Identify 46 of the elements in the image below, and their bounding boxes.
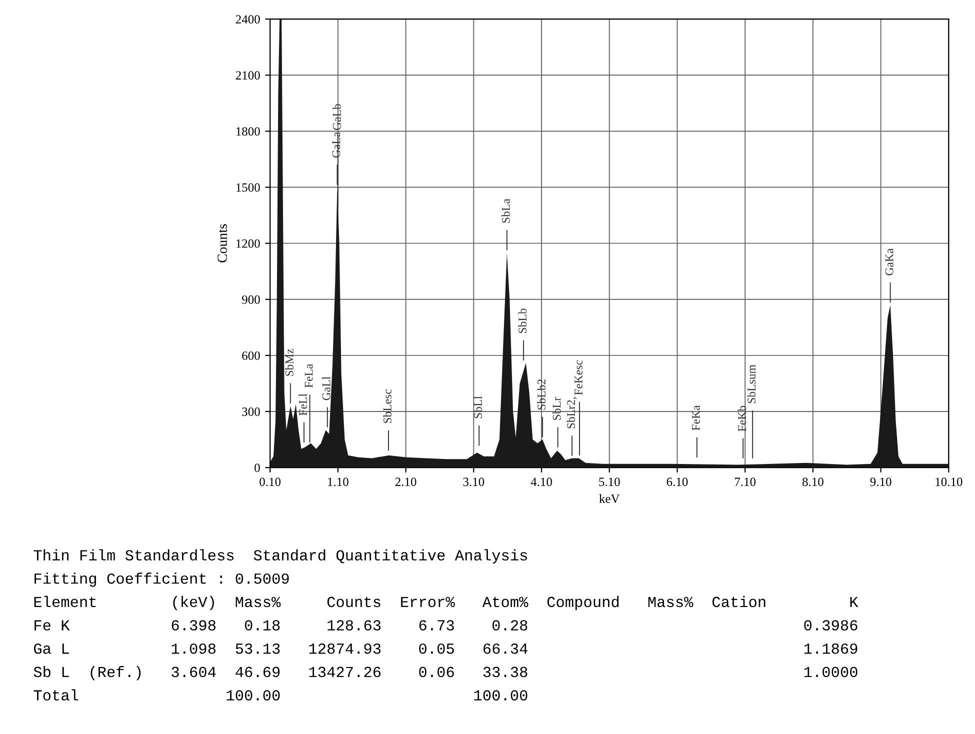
x-tick-label: 3.10 (463, 478, 484, 486)
annotation: FeKa (692, 405, 700, 430)
annotation: SbLr (552, 397, 561, 420)
text: Sb L (Ref.) 3.604 46.69 13427.26 0.06 33.38 1.0000 (34, 666, 858, 680)
text: Fe K 6.398 0.18 128.63 6.73 0.28 0.3986 (34, 620, 858, 630)
annotation: FeLa (304, 364, 313, 388)
text: Ga L 1.098 53.13 12874.93 0.05 66.34 1.1869 (34, 643, 858, 654)
y-tick-label: 1500 (236, 183, 260, 192)
y-tick-label: 1800 (236, 127, 260, 136)
annotation: GaLl (322, 376, 330, 400)
x-tick-label: 8.10 (802, 478, 824, 486)
annotation: FeKesc (574, 360, 582, 395)
x-tick-label: 4.10 (530, 478, 552, 486)
y-tick-label: 2100 (236, 71, 260, 80)
annotation: FeKb (738, 406, 746, 432)
x-tick-label: 10.10 (936, 478, 962, 486)
annotation: GaKa (885, 248, 894, 276)
annotation: SbLa (502, 198, 510, 223)
y-tick-label: 1200 (236, 239, 260, 248)
x-tick-label: 9.10 (870, 478, 892, 486)
text: Element (keV) Mass% Counts Error% Atom% Compound Mass% Cation K (34, 596, 858, 610)
y-axis-title: Counts (218, 224, 227, 262)
annotation: SbLesc (383, 389, 392, 424)
annotation: GaLb (332, 104, 341, 130)
x-tick-label: 6.10 (666, 478, 688, 486)
text: Total 100.00 100.00 (34, 689, 528, 701)
x-tick-label: 2.10 (395, 478, 416, 486)
annotation: FeLl (298, 394, 307, 416)
annotation: SbLl (474, 396, 482, 418)
annotation: SbLb (518, 308, 526, 333)
annotation: SbLsum (747, 364, 756, 404)
x-tick-label: 0.10 (260, 478, 281, 486)
y-tick-label: 2400 (236, 15, 260, 24)
y-tick-label: 600 (242, 351, 260, 360)
x-tick-label: 5.10 (599, 478, 620, 486)
text: Fitting Coefficient : 0.5009 (34, 572, 289, 587)
y-tick-label: 900 (242, 295, 260, 304)
x-tick-label: 1.10 (328, 478, 348, 486)
annotation: SbMz (285, 348, 294, 376)
annotation: SbLb2 (537, 380, 546, 410)
y-tick-label: 0 (254, 464, 260, 472)
annotation: SbLr2, (566, 397, 577, 428)
y-tick-label: 300 (242, 408, 260, 416)
text: Thin Film Standardless Standard Quantitative Analysis (34, 549, 527, 564)
x-tick-label: 7.10 (734, 478, 756, 486)
x-axis-title: keV (599, 494, 620, 504)
